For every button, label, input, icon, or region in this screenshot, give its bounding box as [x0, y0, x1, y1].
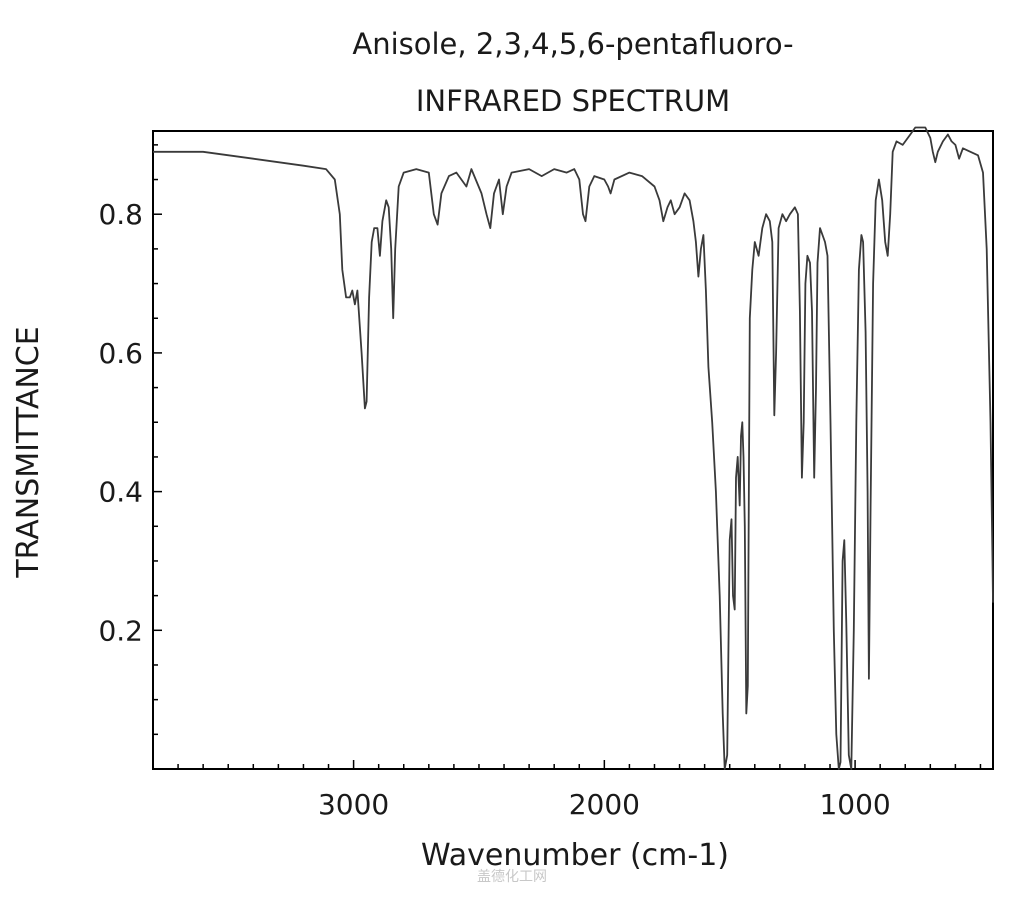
plot-frame [152, 130, 994, 770]
x-ticks: 3000 2000 1000 [177, 760, 982, 821]
y-tick-label: 0.6 [98, 337, 143, 370]
x-tick-label: 1000 [819, 788, 890, 821]
y-ticks: 0.2 0.4 0.6 0.8 [98, 144, 162, 736]
y-axis-label: TRANSMITTANCE [11, 326, 46, 578]
x-axis-label: Wavenumber (cm-1) [421, 838, 729, 873]
chart-title: Anisole, 2,3,4,5,6-pentafluoro- [352, 27, 793, 61]
plot-area: 0.2 0.4 0.6 0.8 3000 2000 1000 [98, 126, 994, 821]
y-tick-label: 0.2 [98, 614, 143, 647]
y-axis-label-group: TRANSMITTANCE [11, 326, 46, 578]
chart-subtitle: INFRARED SPECTRUM [416, 84, 730, 118]
y-tick-label: 0.8 [98, 198, 143, 231]
spectrum-line [153, 126, 994, 770]
x-tick-label: 3000 [318, 788, 389, 821]
watermark-text: 盖德化工网 [477, 869, 547, 885]
x-tick-label: 2000 [569, 788, 640, 821]
y-tick-label: 0.4 [98, 476, 143, 509]
